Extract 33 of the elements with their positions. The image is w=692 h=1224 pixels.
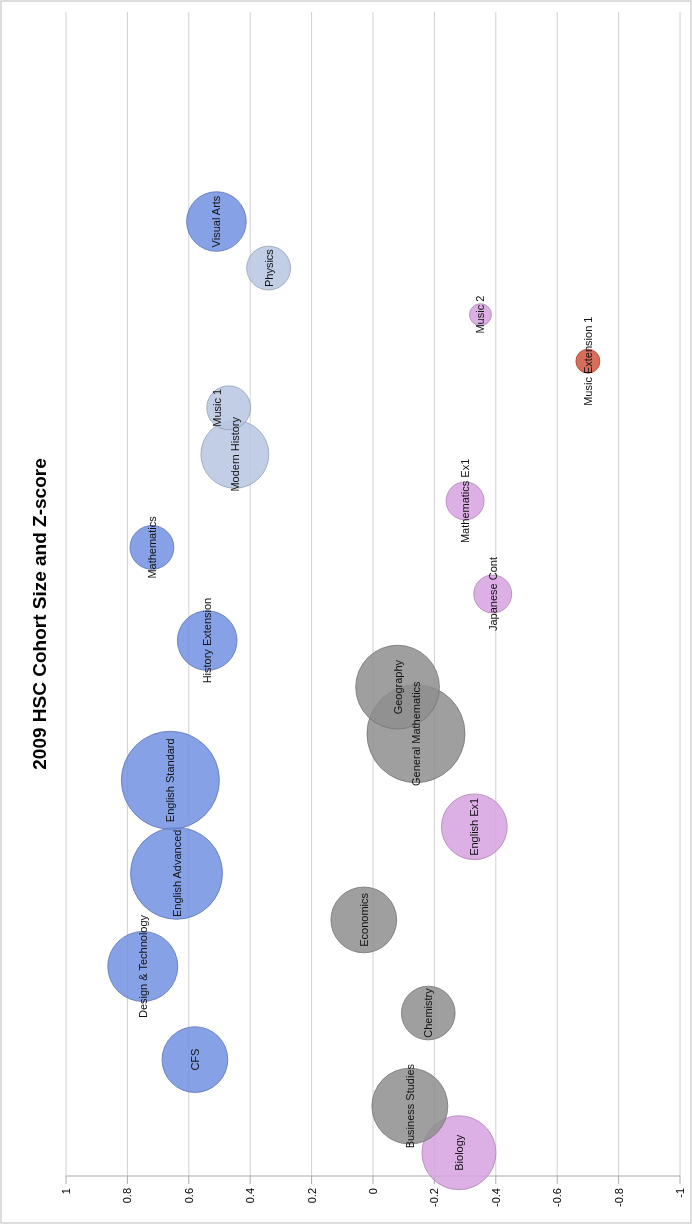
series-label: History Extension [201, 597, 214, 684]
series-label: English Standard [164, 738, 177, 823]
text: 2009 HSC Cohort Size and Z-score [29, 458, 50, 770]
series-label: Chemistry [422, 987, 435, 1038]
x-tick-label: 0.8 [121, 1188, 134, 1204]
x-tick-label: 0.6 [182, 1188, 195, 1204]
x-tick-label: -0.4 [489, 1188, 502, 1207]
x-tick-label: -1 [674, 1188, 686, 1198]
x-tick-label: 0.2 [305, 1188, 318, 1204]
series-label: Modern History [228, 416, 241, 492]
series-label: Design & Technology [136, 914, 149, 1019]
series-label: Geography [391, 659, 404, 715]
series-label: Economics [357, 892, 370, 947]
series-label: Music 1 [210, 388, 223, 427]
series-label: General Mathematics [409, 680, 422, 786]
series-label: Mathematics Ex1 [459, 458, 472, 544]
series-label: Physics [262, 248, 275, 288]
series-label: Visual Arts [210, 195, 223, 248]
series-label: Mathematics [145, 515, 158, 579]
x-tick-label: -0.6 [551, 1188, 564, 1207]
x-tick-label: 1 [60, 1188, 72, 1195]
x-tick-label: 0 [367, 1188, 379, 1195]
x-tick-label: -0.2 [428, 1188, 441, 1207]
series-label: English Advanced [170, 829, 183, 918]
x-tick-label: 0.4 [244, 1188, 257, 1204]
series-label: English Ex1 [468, 797, 481, 856]
series-label: Business Studies [403, 1063, 416, 1149]
x-tick-label: -0.8 [612, 1188, 625, 1207]
series-label: Music 2 [474, 295, 487, 334]
series-label: CFS [188, 1048, 201, 1071]
series-label: Biology [452, 1134, 465, 1171]
series-label: Music Extension 1 [581, 316, 594, 406]
series-label: Japanese Cont [486, 557, 499, 631]
